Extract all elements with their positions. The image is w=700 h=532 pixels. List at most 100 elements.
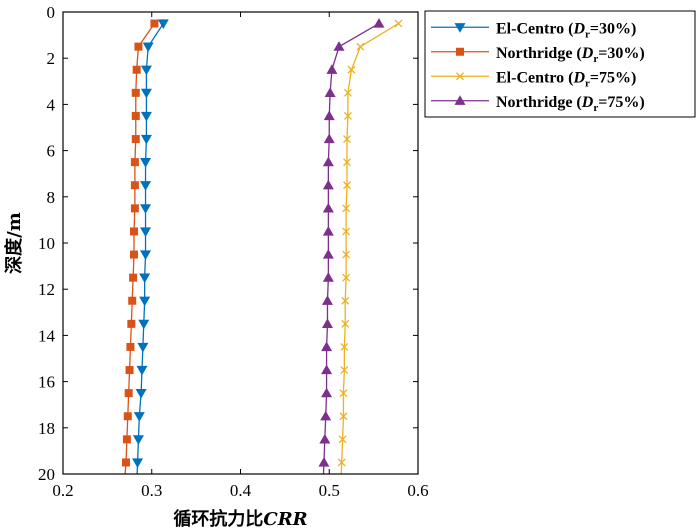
series-2-point	[131, 135, 140, 144]
y-axis-title: 深度/m	[3, 212, 25, 274]
y-tick-label: 2	[47, 49, 56, 68]
series-1-point	[140, 134, 152, 145]
series-2-point	[127, 319, 136, 328]
series-2-point	[130, 204, 139, 213]
legend-marker	[456, 47, 464, 56]
legend-label-tail: =75%)	[590, 69, 636, 86]
x-axis-title-cn: 循环抗力比	[173, 508, 263, 530]
series-3-point	[340, 366, 349, 375]
series-2-point	[131, 88, 140, 97]
legend-label-main: Northridge (	[496, 45, 582, 62]
legend-item-4: Northridge (Dr=75%)	[431, 94, 645, 114]
legend-label: Northridge (Dr=30%)	[496, 45, 645, 65]
y-tick-label: 20	[38, 465, 55, 484]
y-tick-label: 0	[47, 3, 56, 22]
series-1-point	[136, 365, 148, 376]
series-2-point	[131, 111, 140, 120]
y-tick-label: 6	[47, 142, 56, 161]
series-1-point	[142, 42, 154, 53]
series-3-point	[338, 435, 347, 444]
series-1-point	[140, 181, 152, 191]
x-tick-label: 0.5	[319, 481, 340, 500]
legend-label-sub: r	[585, 28, 590, 40]
series-3-point	[356, 42, 365, 51]
series-4-point	[319, 433, 331, 444]
y-tick-label: 16	[38, 373, 55, 392]
series-3-point	[341, 319, 350, 328]
y-tick-label: 10	[38, 234, 55, 253]
series-1-point	[140, 111, 152, 122]
series-3-point	[343, 181, 351, 190]
series-1-point	[132, 458, 144, 468]
legend-label-var: D	[572, 20, 585, 37]
series-3-point	[343, 88, 352, 97]
y-tick-label: 14	[38, 326, 56, 345]
series-4-point	[322, 202, 334, 213]
series-3-point	[342, 273, 351, 282]
series-2-point	[122, 458, 131, 467]
series-2-point	[120, 482, 128, 490]
series-4-point	[322, 249, 334, 259]
series-1-point	[140, 88, 152, 99]
series-3-point	[340, 342, 349, 351]
legend-label-tail: =30%)	[590, 20, 636, 37]
y-tick-label: 18	[38, 419, 55, 438]
series-2-point	[130, 158, 139, 167]
series-1-point	[139, 273, 151, 284]
y-tick-label: 12	[38, 280, 55, 299]
series-4-point	[322, 156, 334, 167]
legend-label-main: Northridge (	[496, 94, 582, 111]
series-2-point	[124, 389, 133, 398]
series-1-point	[140, 250, 152, 261]
y-tick-label: 4	[47, 95, 56, 114]
series-1-point	[157, 19, 169, 30]
series-3-point	[394, 19, 403, 28]
x-axis-title: 循环抗力比CRR	[173, 508, 307, 530]
series-3-point	[339, 412, 348, 421]
series-2-point	[123, 412, 132, 421]
series-1-point	[140, 158, 152, 168]
series-3-line	[340, 22, 399, 474]
legend-marker	[454, 95, 466, 105]
series-4-point	[323, 133, 335, 144]
series-1	[132, 19, 169, 474]
x-tick-label: 0.2	[52, 481, 73, 500]
series-1-point	[140, 227, 152, 237]
series-4-point	[321, 341, 333, 352]
legend-label-var: D	[581, 45, 594, 62]
legend-label: El-Centro (Dr=30%)	[496, 20, 636, 40]
legend-box	[424, 10, 696, 118]
legend-label-main: El-Centro (	[496, 20, 573, 37]
series-4-point	[322, 272, 334, 282]
series-2-point	[130, 227, 138, 236]
series-4-point	[322, 225, 334, 236]
series-4-point	[321, 387, 333, 398]
series-4-point	[322, 179, 334, 190]
legend-label-main: El-Centro (	[496, 69, 573, 86]
series-2	[120, 19, 159, 490]
legend-item-2: Northridge (Dr=30%)	[431, 45, 645, 65]
series-4	[318, 18, 385, 474]
series-4-point	[326, 64, 338, 74]
series-layer	[120, 18, 403, 490]
legend-marker	[454, 23, 466, 33]
legend-label-sub: r	[593, 53, 598, 65]
y-tick-label: 8	[47, 188, 56, 207]
series-3-point	[337, 458, 346, 467]
series-4-point	[323, 110, 335, 121]
series-3-point	[339, 389, 348, 398]
series-4-point	[333, 41, 345, 51]
series-3-point	[342, 250, 351, 259]
series-3	[337, 19, 403, 474]
x-tick-label: 0.6	[407, 481, 428, 500]
series-2-point	[126, 342, 135, 351]
series-4-point	[321, 318, 333, 328]
series-3-point	[347, 65, 356, 74]
series-3-point	[341, 296, 350, 305]
series-4-point	[373, 18, 385, 28]
series-1-point	[133, 412, 145, 422]
series-2-point	[150, 19, 159, 28]
series-2-point	[125, 366, 134, 375]
series-3-point	[343, 135, 351, 144]
